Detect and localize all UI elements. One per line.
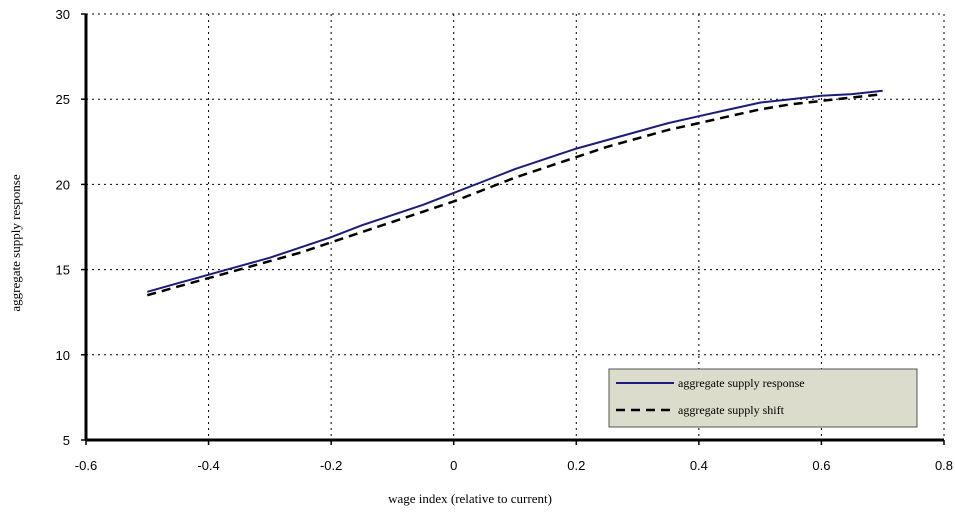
legend-label-shift: aggregate supply shift (678, 403, 785, 417)
x-tick-label: 0 (450, 458, 457, 473)
y-tick-label: 30 (56, 7, 70, 22)
series-line-response (147, 89, 883, 293)
x-tick-label: -0.4 (197, 458, 219, 473)
x-tick-label: 0.4 (690, 458, 708, 473)
y-tick-label: 25 (56, 92, 70, 107)
x-axis-label: wage index (relative to current) (388, 491, 552, 506)
legend-box (608, 368, 918, 428)
x-tick-label: -0.6 (75, 458, 97, 473)
legend: aggregate supply response aggregate supp… (608, 368, 918, 428)
legend-label-response: aggregate supply response (678, 376, 805, 390)
series-lines (146, 89, 883, 297)
y-tick-label: 20 (56, 177, 70, 192)
series-line-shift (146, 92, 883, 297)
x-tick-label: 0.2 (567, 458, 585, 473)
y-tick-label: 15 (56, 263, 70, 278)
y-tick-label: 10 (56, 348, 70, 363)
tick-labels: -0.6 -0.4 -0.2 0 0.2 0.4 0.6 0.8 5 10 15 20 25 30 (56, 7, 954, 473)
x-tick-label: -0.2 (320, 458, 342, 473)
x-tick-label: 0.6 (812, 458, 830, 473)
y-axis-label: aggregate supply response (8, 174, 23, 311)
axes (81, 13, 945, 445)
x-tick-label: 0.8 (935, 458, 953, 473)
y-tick-label: 5 (63, 433, 70, 448)
